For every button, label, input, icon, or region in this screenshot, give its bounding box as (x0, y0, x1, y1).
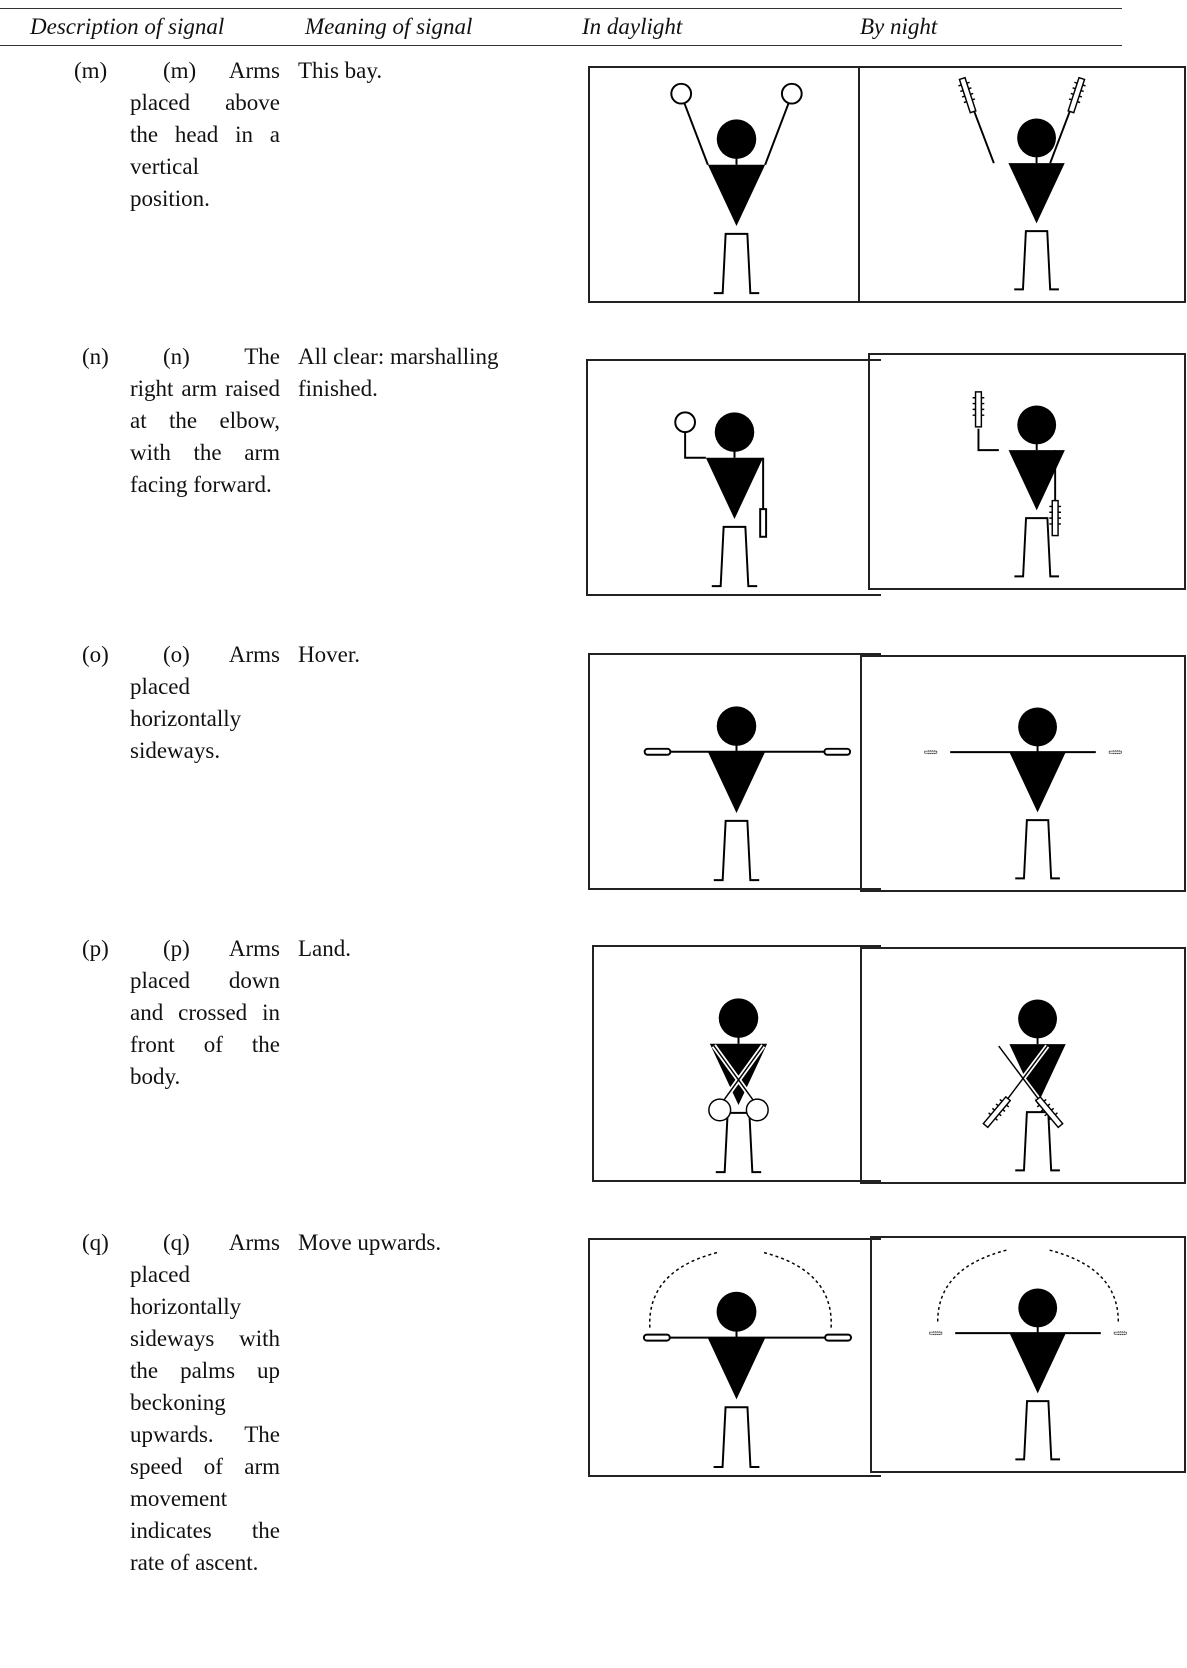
column-header: Description of signal (30, 14, 225, 39)
daylight-figure (592, 945, 881, 1182)
pictogram (862, 657, 1184, 890)
column-header: In daylight (582, 14, 683, 39)
description: (n) The right arm raised at the elbow, w… (130, 344, 280, 497)
row-label: (o) (82, 642, 109, 667)
row-label: (q) (82, 1230, 109, 1255)
meaning: Land. (298, 936, 352, 961)
night-figure (860, 655, 1186, 892)
description: (q) Arms placed horizontally sideways wi… (130, 1230, 280, 1575)
pictogram (872, 1248, 1184, 1471)
daylight-figure (588, 66, 881, 303)
night-figure (868, 353, 1186, 590)
pictogram (980, 949, 1184, 1182)
meaning: This bay. (298, 58, 383, 83)
top-rule (0, 8, 1122, 9)
pictogram (674, 411, 768, 598)
meaning: All clear: marshalling finished. (298, 344, 499, 401)
column-header: Meaning of signal (305, 14, 473, 39)
description: (p) Arms placed down and crossed in fron… (130, 936, 280, 1089)
night-figure (860, 947, 1186, 1184)
row-label: (n) (82, 344, 109, 369)
pictogram (643, 655, 852, 892)
daylight-figure (586, 359, 881, 596)
description: (m) Arms placed above the head in a vert… (130, 58, 280, 211)
pictogram (642, 1251, 853, 1479)
row-label: (m) (74, 58, 108, 83)
daylight-figure (588, 653, 881, 890)
daylight-figure (588, 1238, 881, 1477)
night-figure (870, 1236, 1186, 1473)
pictogram (670, 82, 803, 305)
header-rule (0, 45, 1122, 46)
pictogram (971, 391, 1184, 588)
pictogram (708, 947, 769, 1184)
description: (o) Arms placed horizontally sideways. (130, 642, 280, 763)
pictogram (955, 75, 1089, 301)
meaning: Move upwards. (298, 1230, 442, 1255)
meaning: Hover. (298, 642, 360, 667)
column-header: By night (860, 14, 938, 39)
row-label: (p) (82, 936, 109, 961)
night-figure (858, 66, 1186, 303)
